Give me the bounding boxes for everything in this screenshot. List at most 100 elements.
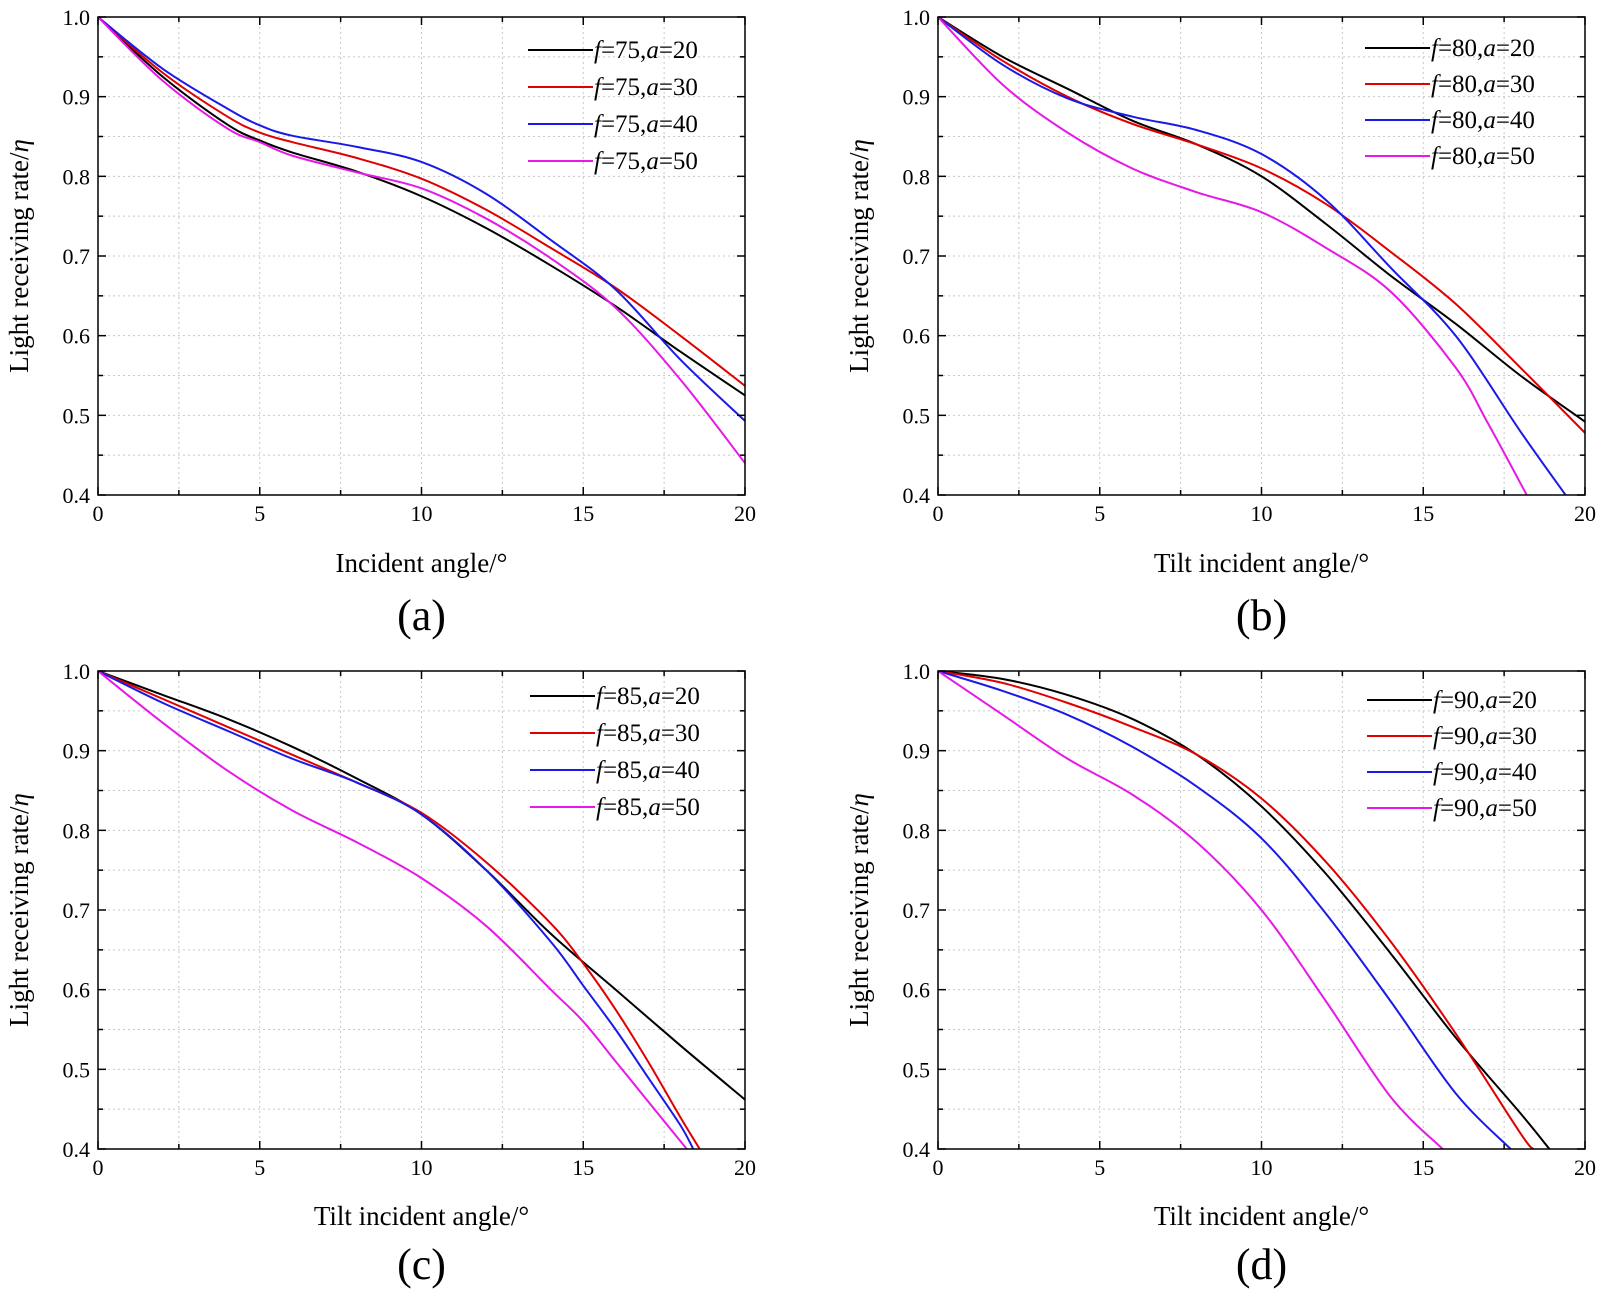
series-line-80-30	[938, 17, 1585, 434]
legend-label: f=90,a=30	[1433, 723, 1537, 750]
y-tick-label: 0.9	[63, 739, 91, 764]
x-tick-label: 20	[1574, 501, 1596, 526]
series-line-85-30	[98, 671, 701, 1149]
x-axis-title: Tilt incident angle/°	[1154, 548, 1369, 578]
panel-label: (c)	[397, 1240, 446, 1289]
y-tick-label: 0.5	[63, 1057, 91, 1082]
y-tick-label: 1.0	[903, 5, 931, 30]
legend-label: f=85,a=50	[596, 794, 700, 821]
y-axis-title: Light receiving rate/η	[844, 793, 874, 1027]
y-tick-label: 0.7	[903, 898, 931, 923]
series-line-85-40	[98, 671, 695, 1149]
legend-item-85-30: f=85,a=30	[530, 720, 700, 747]
x-tick-label: 20	[734, 501, 756, 526]
legend-item-90-40: f=90,a=40	[1367, 759, 1537, 786]
y-axis-title: Light receiving rate/η	[844, 139, 874, 373]
x-tick-label: 10	[411, 1155, 433, 1180]
y-tick-label: 0.7	[63, 898, 91, 923]
series-line-90-40	[938, 671, 1512, 1149]
series-line-75-20	[98, 17, 745, 397]
y-tick-label: 0.7	[903, 244, 931, 269]
y-axis-title: Light receiving rate/η	[4, 793, 34, 1027]
legend: f=80,a=20 f=80,a=30 f=80,a=40 f=80,a=50	[1365, 35, 1535, 170]
y-tick-label: 0.4	[63, 483, 91, 508]
y-tick-label: 0.5	[63, 403, 91, 428]
y-tick-label: 0.9	[903, 739, 931, 764]
legend-item-85-20: f=85,a=20	[530, 683, 700, 710]
x-tick-label: 10	[1251, 501, 1273, 526]
legend-item-80-50: f=80,a=50	[1365, 143, 1535, 170]
x-axis-title: Tilt incident angle/°	[1154, 1201, 1369, 1231]
y-tick-label: 0.6	[63, 978, 91, 1003]
y-tick-label: 0.4	[903, 483, 931, 508]
x-tick-label: 10	[1251, 1155, 1273, 1180]
legend-label: f=75,a=40	[594, 111, 698, 138]
x-tick-label: 15	[572, 501, 594, 526]
y-tick-label: 0.9	[903, 85, 931, 110]
legend: f=90,a=20 f=90,a=30 f=90,a=40 f=90,a=50	[1367, 687, 1537, 822]
y-tick-label: 0.8	[903, 818, 931, 843]
legend-item-80-40: f=80,a=40	[1365, 107, 1535, 134]
y-tick-label: 0.5	[903, 1057, 931, 1082]
legend-item-75-50: f=75,a=50	[528, 148, 698, 175]
y-tick-label: 0.6	[903, 978, 931, 1003]
y-tick-label: 0.8	[63, 164, 91, 189]
panel-label: (b)	[1236, 591, 1287, 640]
series-line-85-50	[98, 671, 688, 1149]
y-tick-label: 1.0	[63, 659, 91, 684]
chart-panel-3: 0 5 10 15 20 0.4 0.5 0.6 0.7 0.8 0.9 1.0 Tilt incide…	[4, 659, 756, 1289]
x-tick-label: 20	[1574, 1155, 1596, 1180]
legend-label: f=80,a=20	[1431, 35, 1535, 62]
x-tick-label: 20	[734, 1155, 756, 1180]
y-tick-label: 0.6	[63, 324, 91, 349]
legend-label: f=90,a=20	[1433, 687, 1537, 714]
legend-item-90-20: f=90,a=20	[1367, 687, 1537, 714]
legend-label: f=75,a=20	[594, 37, 698, 64]
x-tick-label: 15	[1412, 501, 1434, 526]
legend-item-80-20: f=80,a=20	[1365, 35, 1535, 62]
legend-item-75-20: f=75,a=20	[528, 37, 698, 64]
panel-label: (a)	[397, 591, 446, 640]
y-tick-label: 0.5	[903, 403, 931, 428]
chart-panel-2: 0 5 10 15 20 0.4 0.5 0.6 0.7 0.8 0.9 1.0 Tilt incide…	[844, 5, 1596, 640]
x-axis-title: Incident angle/°	[336, 548, 508, 578]
legend-label: f=80,a=30	[1431, 71, 1535, 98]
legend-label: f=85,a=20	[596, 683, 700, 710]
legend-label: f=85,a=30	[596, 720, 700, 747]
series-line-75-50	[98, 17, 745, 464]
series-line-80-40	[938, 17, 1567, 495]
y-tick-label: 1.0	[903, 659, 931, 684]
legend-label: f=90,a=50	[1433, 795, 1537, 822]
x-tick-label: 5	[254, 501, 265, 526]
legend-item-85-50: f=85,a=50	[530, 794, 700, 821]
legend-label: f=80,a=50	[1431, 143, 1535, 170]
legend-label: f=90,a=40	[1433, 759, 1537, 786]
legend: f=75,a=20 f=75,a=30 f=75,a=40 f=75,a=50	[528, 37, 698, 175]
legend-label: f=85,a=40	[596, 757, 700, 784]
series-line-80-50	[938, 17, 1528, 495]
chart-panel-1: 0 5 10 15 20 0.4 0.5 0.6 0.7 0.8 0.9 1.0 Incident an…	[4, 5, 756, 640]
legend-item-85-40: f=85,a=40	[530, 757, 700, 784]
y-tick-label: 0.8	[903, 164, 931, 189]
y-tick-label: 1.0	[63, 5, 91, 30]
x-axis-title: Tilt incident angle/°	[314, 1201, 529, 1231]
legend-item-90-30: f=90,a=30	[1367, 723, 1537, 750]
legend-item-80-30: f=80,a=30	[1365, 71, 1535, 98]
chart-panel-4: 0 5 10 15 20 0.4 0.5 0.6 0.7 0.8 0.9 1.0 Tilt incide…	[844, 659, 1596, 1289]
y-tick-label: 0.7	[63, 244, 91, 269]
legend-item-75-30: f=75,a=30	[528, 74, 698, 101]
x-tick-label: 5	[254, 1155, 265, 1180]
legend-label: f=75,a=30	[594, 74, 698, 101]
panel-label: (d)	[1236, 1240, 1287, 1289]
legend: f=85,a=20 f=85,a=30 f=85,a=40 f=85,a=50	[530, 683, 700, 821]
series-line-75-30	[98, 17, 745, 387]
x-tick-label: 5	[1094, 1155, 1105, 1180]
y-tick-label: 0.4	[903, 1137, 931, 1162]
x-tick-label: 15	[1412, 1155, 1434, 1180]
x-tick-label: 0	[93, 1155, 104, 1180]
x-tick-label: 0	[93, 501, 104, 526]
x-tick-label: 10	[411, 501, 433, 526]
y-tick-label: 0.4	[63, 1137, 91, 1162]
x-tick-label: 15	[572, 1155, 594, 1180]
